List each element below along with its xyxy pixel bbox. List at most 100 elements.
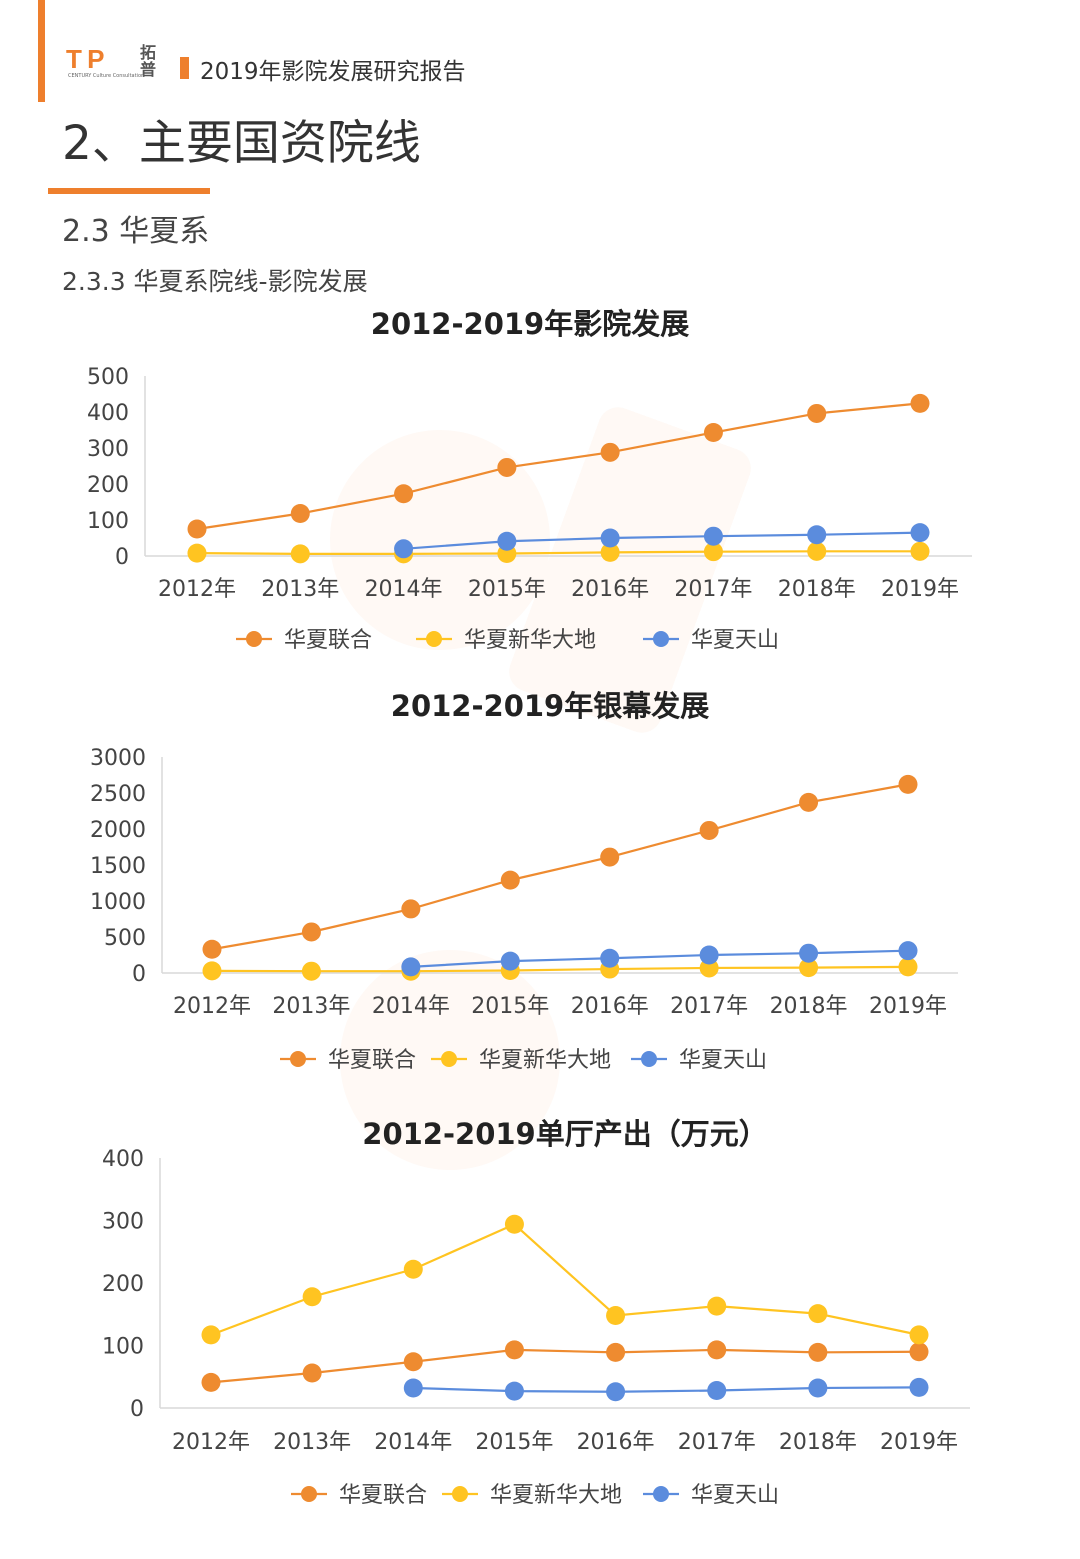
data-point — [504, 1381, 524, 1401]
data-point — [600, 442, 620, 462]
y-tick-label: 0 — [115, 545, 129, 570]
report-title: 2019年影院发展研究报告 — [200, 59, 466, 85]
legend-item: 华夏联合 — [291, 1483, 427, 1508]
data-point — [699, 820, 719, 840]
y-tick-label: 0 — [132, 962, 146, 987]
y-tick-label: 1000 — [90, 890, 146, 915]
y-tick-label: 3000 — [90, 746, 146, 771]
x-tick-label: 2014年 — [372, 994, 450, 1019]
x-tick-label: 2015年 — [475, 1430, 553, 1455]
data-point — [394, 484, 414, 504]
data-point — [898, 957, 918, 977]
data-point — [600, 847, 620, 867]
x-tick-label: 2013年 — [272, 994, 350, 1019]
data-point — [403, 1259, 423, 1279]
x-tick-label: 2012年 — [158, 577, 236, 602]
y-tick-label: 200 — [87, 473, 129, 498]
legend-label: 华夏新华大地 — [464, 628, 596, 653]
series-line — [410, 949, 909, 968]
legend-marker — [452, 1486, 468, 1502]
data-point — [808, 1378, 828, 1398]
data-point — [808, 1304, 828, 1324]
data-point — [600, 528, 620, 548]
data-point — [600, 542, 620, 562]
series-line — [196, 550, 920, 555]
data-point — [497, 457, 517, 477]
legend-marker — [441, 1051, 457, 1067]
data-point — [707, 1340, 727, 1360]
data-point — [302, 1363, 322, 1383]
x-tick-label: 2019年 — [869, 994, 947, 1019]
data-point — [394, 539, 414, 559]
x-tick-label: 2017年 — [678, 1430, 756, 1455]
data-point — [606, 1382, 626, 1402]
data-point — [807, 525, 827, 545]
data-point — [799, 943, 819, 963]
data-point — [500, 870, 520, 890]
series-line — [211, 783, 909, 951]
y-tick-label: 1500 — [90, 854, 146, 879]
legend-item: 华夏联合 — [280, 1048, 416, 1073]
logo-text: T P — [66, 44, 104, 74]
subsection-title: 2.3 华夏系 — [62, 214, 210, 249]
data-point — [910, 393, 930, 413]
data-point — [910, 541, 930, 561]
data-point — [403, 1352, 423, 1372]
x-tick-label: 2012年 — [173, 994, 251, 1019]
chart-screens: 2012-2019年银幕发展 0 500 1000 1500 2000 2500 3000 20… — [0, 680, 1080, 1090]
data-point — [504, 1214, 524, 1234]
chart-title: 2012-2019单厅产出（万元） — [362, 1117, 767, 1151]
x-tick-label: 2013年 — [273, 1430, 351, 1455]
legend-label: 华夏联合 — [328, 1048, 416, 1073]
x-tick-label: 2019年 — [880, 1430, 958, 1455]
data-point — [201, 1325, 221, 1345]
y-tick-label: 500 — [87, 365, 129, 390]
title-underline — [48, 188, 210, 194]
y-tick-label: 100 — [87, 509, 129, 534]
data-point — [301, 961, 321, 981]
legend-marker — [301, 1486, 317, 1502]
data-point — [302, 1287, 322, 1307]
x-tick-label: 2014年 — [374, 1430, 452, 1455]
x-tick-label: 2015年 — [468, 577, 546, 602]
chart-cinemas: 2012-2019年影院发展 0 100 200 300 400 500 2012年 2013年… — [0, 300, 1080, 670]
data-point — [606, 1306, 626, 1325]
subsubsection-title: 2.3.3 华夏系院线-影院发展 — [62, 267, 368, 296]
data-point — [807, 541, 827, 561]
series-line — [210, 1348, 920, 1384]
legend-item: 华夏天山 — [643, 628, 779, 653]
data-point — [290, 544, 310, 564]
legend-item: 华夏新华大地 — [431, 1048, 611, 1073]
x-tick-label: 2018年 — [779, 1430, 857, 1455]
x-tick-label: 2018年 — [778, 577, 856, 602]
data-point — [504, 1340, 524, 1360]
y-tick-label: 0 — [130, 1397, 144, 1422]
legend-label: 华夏联合 — [339, 1483, 427, 1508]
legend-label: 华夏新华大地 — [479, 1048, 611, 1073]
data-point — [898, 941, 918, 961]
y-tick-label: 2000 — [90, 818, 146, 843]
legend-label: 华夏天山 — [679, 1048, 767, 1073]
data-point — [500, 951, 520, 971]
legend-label: 华夏新华大地 — [490, 1483, 622, 1508]
legend-label: 华夏天山 — [691, 628, 779, 653]
legend-item: 华夏天山 — [643, 1483, 779, 1508]
data-point — [290, 504, 310, 524]
x-tick-label: 2017年 — [670, 994, 748, 1019]
data-point — [497, 531, 517, 551]
x-tick-label: 2017年 — [674, 577, 752, 602]
data-point — [187, 543, 207, 563]
series-line — [210, 1222, 920, 1336]
data-point — [799, 958, 819, 978]
data-point — [799, 792, 819, 812]
series-line — [413, 1386, 920, 1393]
accent-bar — [38, 0, 45, 102]
legend-marker — [246, 631, 262, 647]
data-point — [808, 1342, 828, 1362]
data-point — [909, 1325, 929, 1345]
data-point — [707, 1296, 727, 1316]
data-point — [401, 899, 421, 919]
data-point — [600, 948, 620, 968]
legend-marker — [641, 1051, 657, 1067]
data-point — [187, 519, 207, 539]
